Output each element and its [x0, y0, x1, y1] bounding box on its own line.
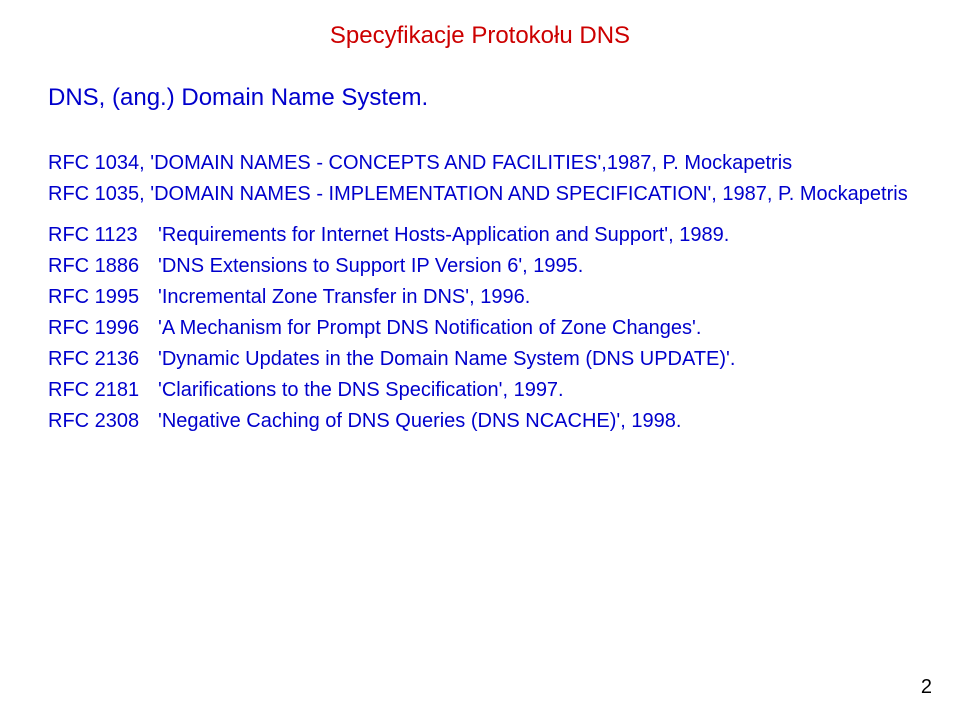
rfc-number: RFC 1996: [48, 313, 158, 344]
rfc-number: RFC 1886: [48, 251, 158, 282]
rfc-row: RFC 2136 'Dynamic Updates in the Domain …: [48, 344, 912, 375]
rfc-row: RFC 1886 'DNS Extensions to Support IP V…: [48, 251, 912, 282]
rfc-description: 'Negative Caching of DNS Queries (DNS NC…: [158, 406, 912, 437]
rfc-row: RFC 1995 'Incremental Zone Transfer in D…: [48, 282, 912, 313]
rfc-row: RFC 2308 'Negative Caching of DNS Querie…: [48, 406, 912, 437]
rfc-number: RFC 2308: [48, 406, 158, 437]
intro-paragraph: RFC 1034, 'DOMAIN NAMES - CONCEPTS AND F…: [48, 148, 912, 210]
rfc-list: RFC 1123 'Requirements for Internet Host…: [48, 220, 912, 437]
page-number: 2: [921, 676, 932, 699]
page-subtitle: DNS, (ang.) Domain Name System.: [48, 84, 912, 112]
document-page: Specyfikacje Protokołu DNS DNS, (ang.) D…: [0, 0, 960, 717]
rfc-row: RFC 1123 'Requirements for Internet Host…: [48, 220, 912, 251]
page-title: Specyfikacje Protokołu DNS: [48, 22, 912, 50]
rfc-description: 'Clarifications to the DNS Specification…: [158, 375, 912, 406]
rfc-row: RFC 1996 'A Mechanism for Prompt DNS Not…: [48, 313, 912, 344]
rfc-number: RFC 1123: [48, 220, 158, 251]
rfc-description: 'Dynamic Updates in the Domain Name Syst…: [158, 344, 912, 375]
intro-line: RFC 1034, 'DOMAIN NAMES - CONCEPTS AND F…: [48, 152, 792, 174]
rfc-description: 'A Mechanism for Prompt DNS Notification…: [158, 313, 912, 344]
rfc-number: RFC 2136: [48, 344, 158, 375]
rfc-description: 'Incremental Zone Transfer in DNS', 1996…: [158, 282, 912, 313]
rfc-description: 'Requirements for Internet Hosts-Applica…: [158, 220, 912, 251]
intro-line: RFC 1035, 'DOMAIN NAMES - IMPLEMENTATION…: [48, 183, 908, 205]
rfc-row: RFC 2181 'Clarifications to the DNS Spec…: [48, 375, 912, 406]
rfc-description: 'DNS Extensions to Support IP Version 6'…: [158, 251, 912, 282]
rfc-number: RFC 1995: [48, 282, 158, 313]
rfc-number: RFC 2181: [48, 375, 158, 406]
